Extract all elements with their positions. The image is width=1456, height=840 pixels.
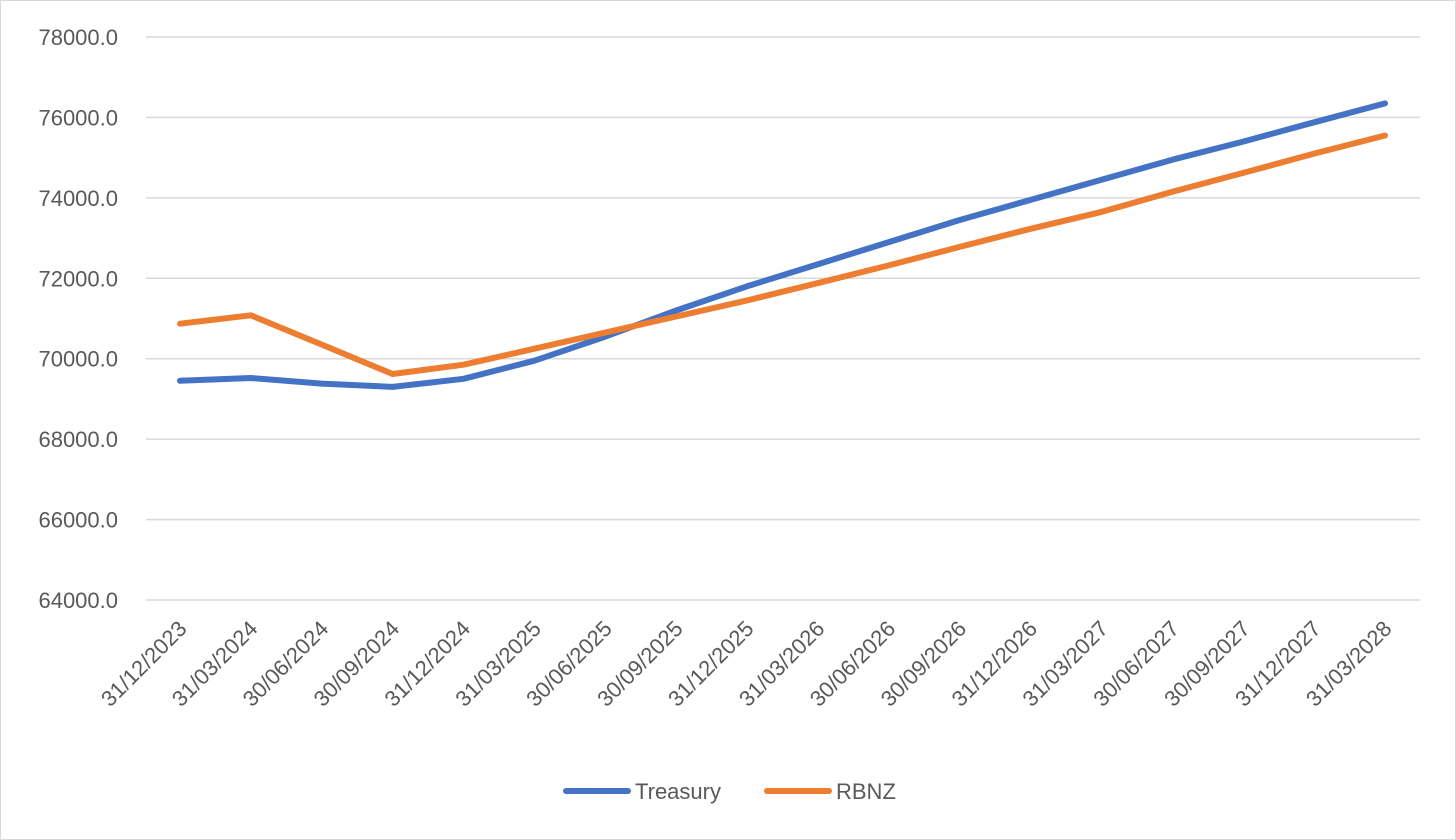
legend-label-treasury: Treasury bbox=[635, 779, 721, 804]
gridlines bbox=[146, 36, 1420, 601]
y-tick-label: 76000.0 bbox=[38, 105, 118, 130]
legend: Treasury RBNZ bbox=[563, 779, 896, 804]
y-axis-ticks: 64000.0 66000.0 68000.0 70000.0 72000.0 74000… bbox=[38, 25, 118, 613]
series-line-rbnz bbox=[177, 132, 1388, 377]
series-lines bbox=[177, 100, 1388, 390]
x-axis-ticks: 31/12/202331/03/202430/06/202430/09/2024… bbox=[96, 616, 1397, 712]
y-tick-label: 78000.0 bbox=[38, 25, 118, 50]
series-line-treasury bbox=[177, 100, 1388, 390]
y-tick-label: 72000.0 bbox=[38, 266, 118, 291]
y-tick-label: 74000.0 bbox=[38, 186, 118, 211]
y-tick-label: 66000.0 bbox=[38, 508, 118, 533]
y-tick-label: 64000.0 bbox=[38, 588, 118, 613]
y-tick-label: 68000.0 bbox=[38, 427, 118, 452]
y-tick-label: 70000.0 bbox=[38, 347, 118, 372]
legend-label-rbnz: RBNZ bbox=[836, 779, 896, 804]
